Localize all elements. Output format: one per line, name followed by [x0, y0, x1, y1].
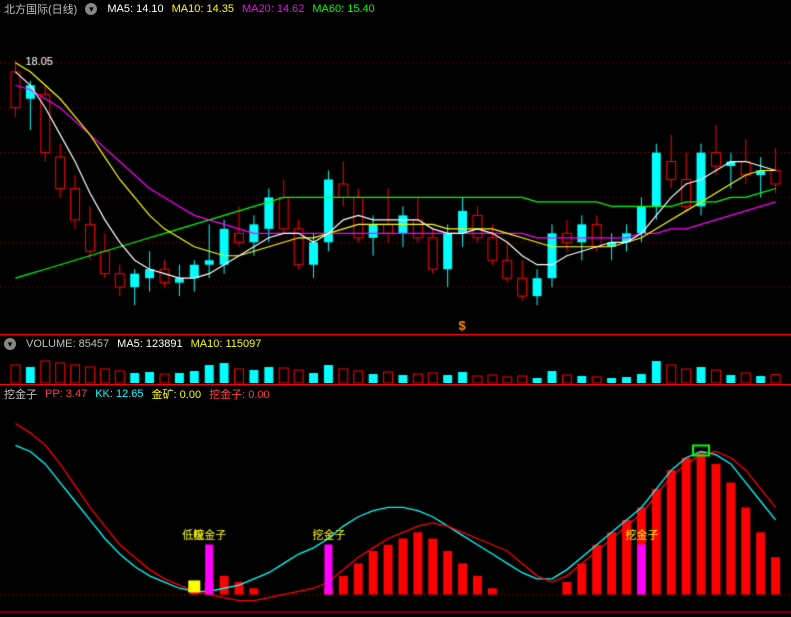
- pp-indicator: PP: 3.47: [45, 388, 87, 400]
- ma60-indicator: MA60: 15.40: [312, 3, 374, 15]
- expand-icon[interactable]: ▾: [85, 3, 97, 15]
- price-canvas[interactable]: [0, 18, 791, 332]
- volume-header: ▾ VOLUME: 85457 MA5: 123891 MA10: 115097: [0, 335, 791, 353]
- indicator-canvas[interactable]: [0, 403, 791, 615]
- indicator-title: 挖金子: [4, 386, 37, 402]
- vol-ma5-indicator: MA5: 123891: [117, 338, 182, 350]
- ma5-indicator: MA5: 14.10: [107, 3, 163, 15]
- kk-indicator: KK: 12.65: [95, 388, 143, 400]
- gold-indicator: 金矿: 0.00: [152, 386, 202, 402]
- ma10-indicator: MA10: 14.35: [172, 3, 234, 15]
- dig-indicator: 挖金子: 0.00: [209, 386, 270, 402]
- stock-chart-container: 北方国际(日线) ▾ MA5: 14.10 MA10: 14.35 MA20: …: [0, 0, 791, 617]
- indicator-header: 挖金子 PP: 3.47 KK: 12.65 金矿: 0.00 挖金子: 0.0…: [0, 385, 791, 403]
- stock-title: 北方国际(日线): [4, 1, 77, 17]
- vol-ma10-indicator: MA10: 115097: [191, 338, 262, 350]
- expand-icon[interactable]: ▾: [4, 338, 16, 350]
- price-panel: 北方国际(日线) ▾ MA5: 14.10 MA10: 14.35 MA20: …: [0, 0, 791, 332]
- price-header: 北方国际(日线) ▾ MA5: 14.10 MA10: 14.35 MA20: …: [0, 0, 791, 18]
- volume-canvas[interactable]: [0, 353, 791, 383]
- volume-indicator: VOLUME: 85457: [26, 338, 109, 350]
- ma20-indicator: MA20: 14.62: [242, 3, 304, 15]
- indicator-panel: 挖金子 PP: 3.47 KK: 12.65 金矿: 0.00 挖金子: 0.0…: [0, 384, 791, 614]
- volume-panel: ▾ VOLUME: 85457 MA5: 123891 MA10: 115097: [0, 334, 791, 382]
